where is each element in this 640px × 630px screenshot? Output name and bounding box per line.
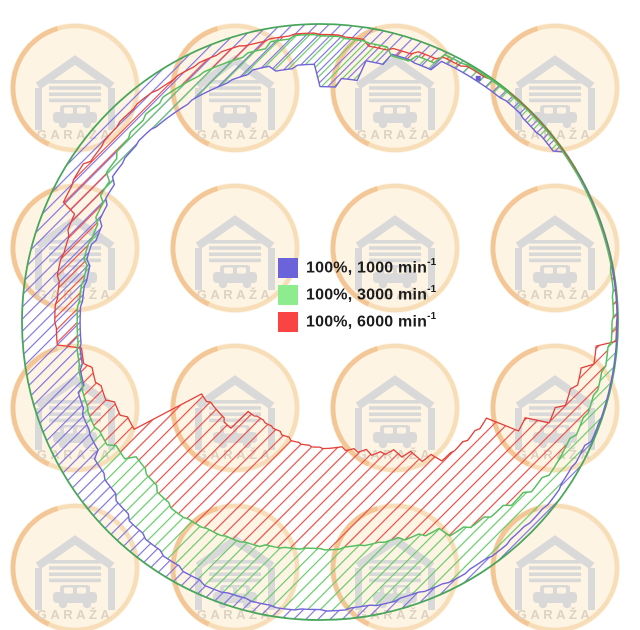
watermark-accent-crescent [330, 183, 460, 313]
legend-label-1000rpm: 100%, 1000 min-1 [306, 257, 437, 277]
garage-icon [515, 215, 595, 290]
legend-swatch-3000rpm [278, 285, 298, 305]
garage-icon [355, 375, 435, 450]
watermark-text: GARAŽA [357, 287, 434, 302]
watermark-text: GARAŽA [197, 287, 274, 302]
boundary-3000rpm [76, 33, 615, 551]
legend-swatch-6000rpm [278, 312, 298, 332]
watermark-text: GARAŽA [37, 607, 114, 622]
watermark-accent-crescent [490, 183, 620, 313]
legend-label-6000rpm: 100%, 6000 min-1 [306, 311, 437, 331]
watermark-text: GARAŽA [517, 287, 594, 302]
series-node-marker [475, 75, 481, 81]
legend-swatch-1000rpm [278, 258, 298, 278]
watermark-text: GARAŽA [357, 127, 434, 142]
garage-icon [355, 215, 435, 290]
legend-label-3000rpm: 100%, 3000 min-1 [306, 284, 437, 304]
region-6000rpm [54, 33, 618, 550]
reference-circle-100pct [21, 23, 619, 621]
watermark-accent-crescent [170, 183, 300, 313]
watermark-badge: GARAŽA [330, 183, 460, 313]
legend-row-3000rpm: 100%, 3000 min-1 [278, 284, 437, 305]
garage-icon [195, 55, 275, 130]
garage-icon [195, 215, 275, 290]
watermark-text: GARAŽA [517, 607, 594, 622]
watermark-badge: GARAŽA [490, 183, 620, 313]
garage-icon [35, 535, 115, 610]
garage-icon [355, 55, 435, 130]
watermark-badge: GARAŽA [10, 503, 140, 630]
chart-legend: 100%, 1000 min-1 100%, 3000 min-1 100%, … [278, 257, 437, 332]
watermark-text: GARAŽA [197, 127, 274, 142]
garage-icon [515, 535, 595, 610]
legend-row-1000rpm: 100%, 1000 min-1 [278, 257, 437, 278]
legend-row-6000rpm: 100%, 6000 min-1 [278, 311, 437, 332]
watermark-badge: GARAŽA [170, 183, 300, 313]
watermark-accent-crescent [10, 343, 140, 473]
